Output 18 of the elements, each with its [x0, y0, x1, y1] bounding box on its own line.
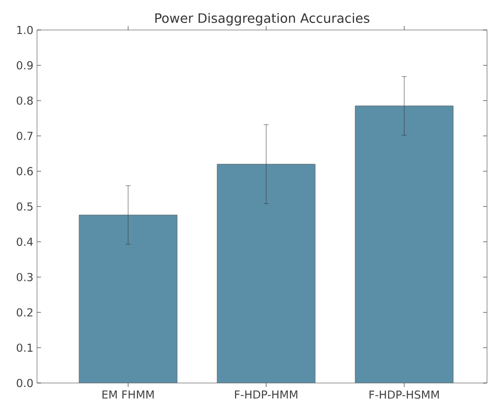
x-tick-label: F-HDP-HMM [235, 390, 298, 399]
bar [78, 214, 178, 383]
y-tick-label: 0.8 [16, 96, 33, 105]
bar [216, 164, 316, 383]
y-tick-label: 0.6 [16, 167, 33, 176]
y-tick-label: 1.0 [17, 26, 33, 34]
y-tick-label: 0.1 [16, 344, 32, 352]
y-tick-label: 0.3 [16, 272, 33, 282]
x-tick-label: F-HDP-HSMM [370, 390, 439, 399]
bar [354, 106, 454, 383]
y-tick-label: 0.0 [16, 378, 33, 388]
chart-title: Power Disaggregation Accuracies [155, 12, 370, 26]
y-tick-label: 0.4 [16, 238, 33, 246]
y-tick-label: 0.9 [16, 61, 33, 70]
x-tick-label: EM FHMM [102, 390, 154, 399]
y-tick-label: 0.2 [16, 308, 32, 317]
y-tick-label: 0.7 [16, 132, 33, 140]
y-tick-label: 0.5 [16, 202, 33, 211]
